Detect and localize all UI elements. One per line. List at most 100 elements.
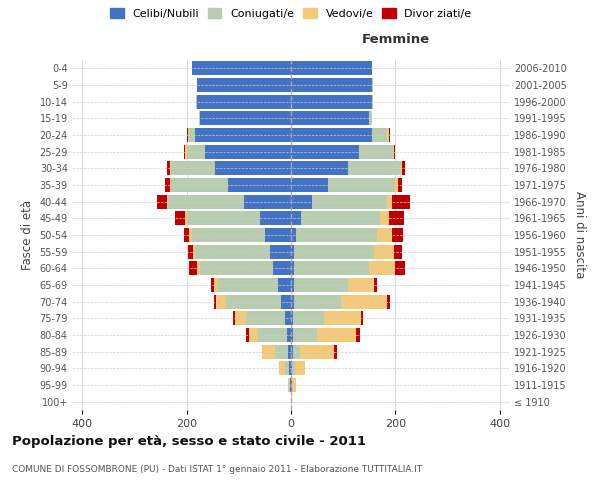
Bar: [301, 211, 380, 226]
Bar: [270, 244, 291, 259]
Bar: [226, 294, 281, 308]
Bar: [291, 244, 293, 259]
Bar: [292, 378, 296, 392]
Bar: [265, 228, 291, 242]
Bar: [289, 361, 291, 376]
Bar: [325, 311, 361, 326]
Bar: [291, 194, 312, 209]
Bar: [279, 361, 285, 376]
Bar: [388, 128, 389, 142]
Bar: [377, 228, 392, 242]
Bar: [199, 112, 200, 126]
Bar: [192, 228, 265, 242]
Bar: [291, 344, 293, 359]
Bar: [291, 178, 328, 192]
Bar: [389, 211, 404, 226]
Bar: [291, 162, 349, 175]
Bar: [291, 294, 293, 308]
Bar: [388, 194, 392, 209]
Bar: [275, 344, 289, 359]
Bar: [291, 128, 372, 142]
Bar: [291, 62, 372, 76]
Bar: [291, 328, 293, 342]
Bar: [392, 144, 394, 159]
Bar: [291, 261, 293, 276]
Text: Femmine: Femmine: [362, 33, 430, 46]
Bar: [246, 328, 249, 342]
Bar: [289, 378, 290, 392]
Bar: [244, 194, 291, 209]
Bar: [229, 178, 291, 192]
Bar: [361, 311, 364, 326]
Bar: [273, 261, 291, 276]
Bar: [285, 361, 289, 376]
Bar: [214, 278, 218, 292]
Bar: [301, 344, 334, 359]
Bar: [167, 162, 170, 175]
Bar: [372, 94, 373, 109]
Bar: [392, 228, 403, 242]
Bar: [165, 178, 170, 192]
Bar: [167, 194, 169, 209]
Bar: [214, 294, 217, 308]
Bar: [217, 294, 226, 308]
Bar: [401, 162, 402, 175]
Legend: Celibi/Nubili, Coniugati/e, Vedovi/e, Divor ziati/e: Celibi/Nubili, Coniugati/e, Vedovi/e, Di…: [110, 8, 472, 19]
Bar: [190, 128, 194, 142]
Bar: [200, 261, 273, 276]
Bar: [296, 228, 377, 242]
Bar: [188, 128, 190, 142]
Bar: [235, 311, 245, 326]
Bar: [380, 211, 389, 226]
Text: COMUNE DI FOSSOMBRONE (PU) - Dati ISTAT 1° gennaio 2011 - Elaborazione TUTTITALI: COMUNE DI FOSSOMBRONE (PU) - Dati ISTAT …: [12, 465, 422, 474]
Bar: [218, 278, 278, 292]
Bar: [293, 311, 325, 326]
Bar: [291, 278, 293, 292]
Bar: [394, 244, 401, 259]
Bar: [291, 211, 301, 226]
Bar: [293, 294, 341, 308]
Bar: [317, 328, 356, 342]
Bar: [175, 211, 185, 226]
Bar: [349, 162, 401, 175]
Bar: [249, 328, 258, 342]
Bar: [197, 94, 291, 109]
Bar: [157, 194, 167, 209]
Bar: [394, 144, 395, 159]
Bar: [169, 194, 244, 209]
Bar: [295, 361, 305, 376]
Bar: [292, 361, 295, 376]
Bar: [395, 261, 404, 276]
Bar: [349, 278, 374, 292]
Bar: [328, 178, 395, 192]
Bar: [289, 344, 291, 359]
Bar: [334, 344, 337, 359]
Bar: [211, 278, 214, 292]
Bar: [258, 328, 287, 342]
Bar: [278, 278, 291, 292]
Bar: [185, 144, 187, 159]
Bar: [372, 78, 373, 92]
Bar: [170, 162, 171, 175]
Bar: [188, 244, 193, 259]
Bar: [359, 144, 392, 159]
Bar: [395, 178, 398, 192]
Bar: [260, 211, 291, 226]
Bar: [187, 211, 260, 226]
Bar: [291, 144, 359, 159]
Bar: [171, 162, 215, 175]
Bar: [196, 94, 197, 109]
Bar: [312, 194, 388, 209]
Bar: [190, 261, 197, 276]
Bar: [398, 178, 402, 192]
Bar: [187, 144, 205, 159]
Bar: [197, 261, 200, 276]
Y-axis label: Fasce di età: Fasce di età: [21, 200, 34, 270]
Bar: [374, 244, 394, 259]
Bar: [369, 261, 395, 276]
Bar: [184, 144, 185, 159]
Bar: [171, 178, 229, 192]
Bar: [194, 244, 270, 259]
Bar: [194, 128, 291, 142]
Bar: [372, 128, 388, 142]
